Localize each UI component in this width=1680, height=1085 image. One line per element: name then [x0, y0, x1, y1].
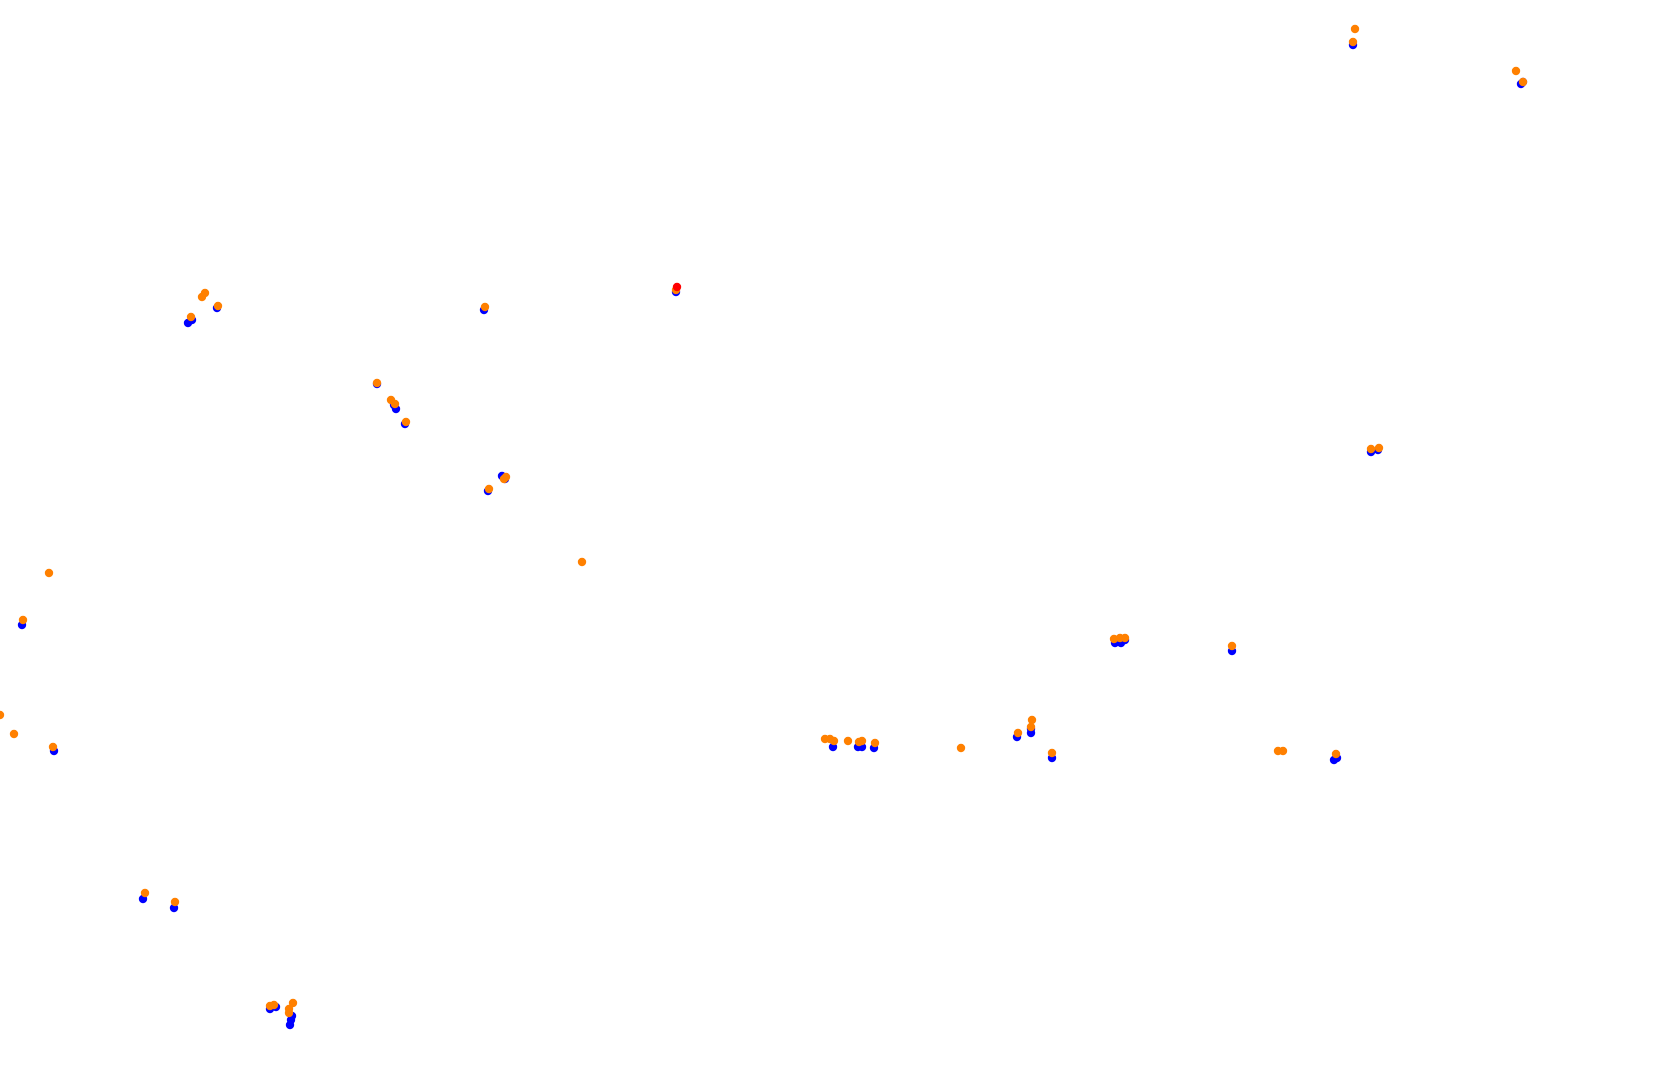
point-overlay-26: [170, 897, 180, 907]
point-overlay-30: [288, 998, 298, 1008]
point-overlay-7: [480, 302, 490, 312]
point-highlight-0: [672, 282, 682, 292]
point-overlay-12: [372, 378, 382, 388]
point-overlay-15: [401, 417, 411, 427]
point-overlay-47: [1227, 641, 1237, 651]
point-overlay-28: [269, 1000, 279, 1010]
point-overlay-20: [18, 615, 28, 625]
point-overlay-43: [1047, 748, 1057, 758]
point-overlay-50: [1331, 749, 1341, 759]
point-overlay-14: [390, 399, 400, 409]
point-overlay-40: [1013, 728, 1023, 738]
point-overlay-10: [213, 301, 223, 311]
point-overlay-3: [1518, 77, 1528, 87]
point-overlay-41: [1026, 722, 1036, 732]
point-overlay-0: [1350, 24, 1360, 34]
point-overlay-38: [870, 738, 880, 748]
series-overlay: [0, 24, 1528, 1018]
series-layer: [0, 24, 1528, 1030]
series-highlight: [672, 282, 682, 292]
point-overlay-19: [44, 568, 54, 578]
point-overlay-46: [1120, 633, 1130, 643]
point-overlay-23: [9, 729, 19, 739]
point-overlay-35: [843, 736, 853, 746]
point-overlay-11: [186, 312, 196, 322]
point-overlay-4: [1366, 444, 1376, 454]
point-overlay-18: [501, 472, 511, 482]
point-overlay-22: [0, 710, 5, 720]
point-overlay-9: [200, 288, 210, 298]
point-overlay-5: [1374, 443, 1384, 453]
point-overlay-21: [577, 557, 587, 567]
point-overlay-39: [956, 743, 966, 753]
point-overlay-16: [484, 484, 494, 494]
point-overlay-34: [829, 736, 839, 746]
point-overlay-37: [857, 736, 867, 746]
point-overlay-24: [48, 742, 58, 752]
point-overlay-1: [1348, 37, 1358, 47]
point-overlay-2: [1511, 66, 1521, 76]
point-overlay-42: [1027, 715, 1037, 725]
point-overlay-25: [140, 888, 150, 898]
point-overlay-49: [1278, 746, 1288, 756]
point-overlay-31: [284, 1004, 294, 1014]
